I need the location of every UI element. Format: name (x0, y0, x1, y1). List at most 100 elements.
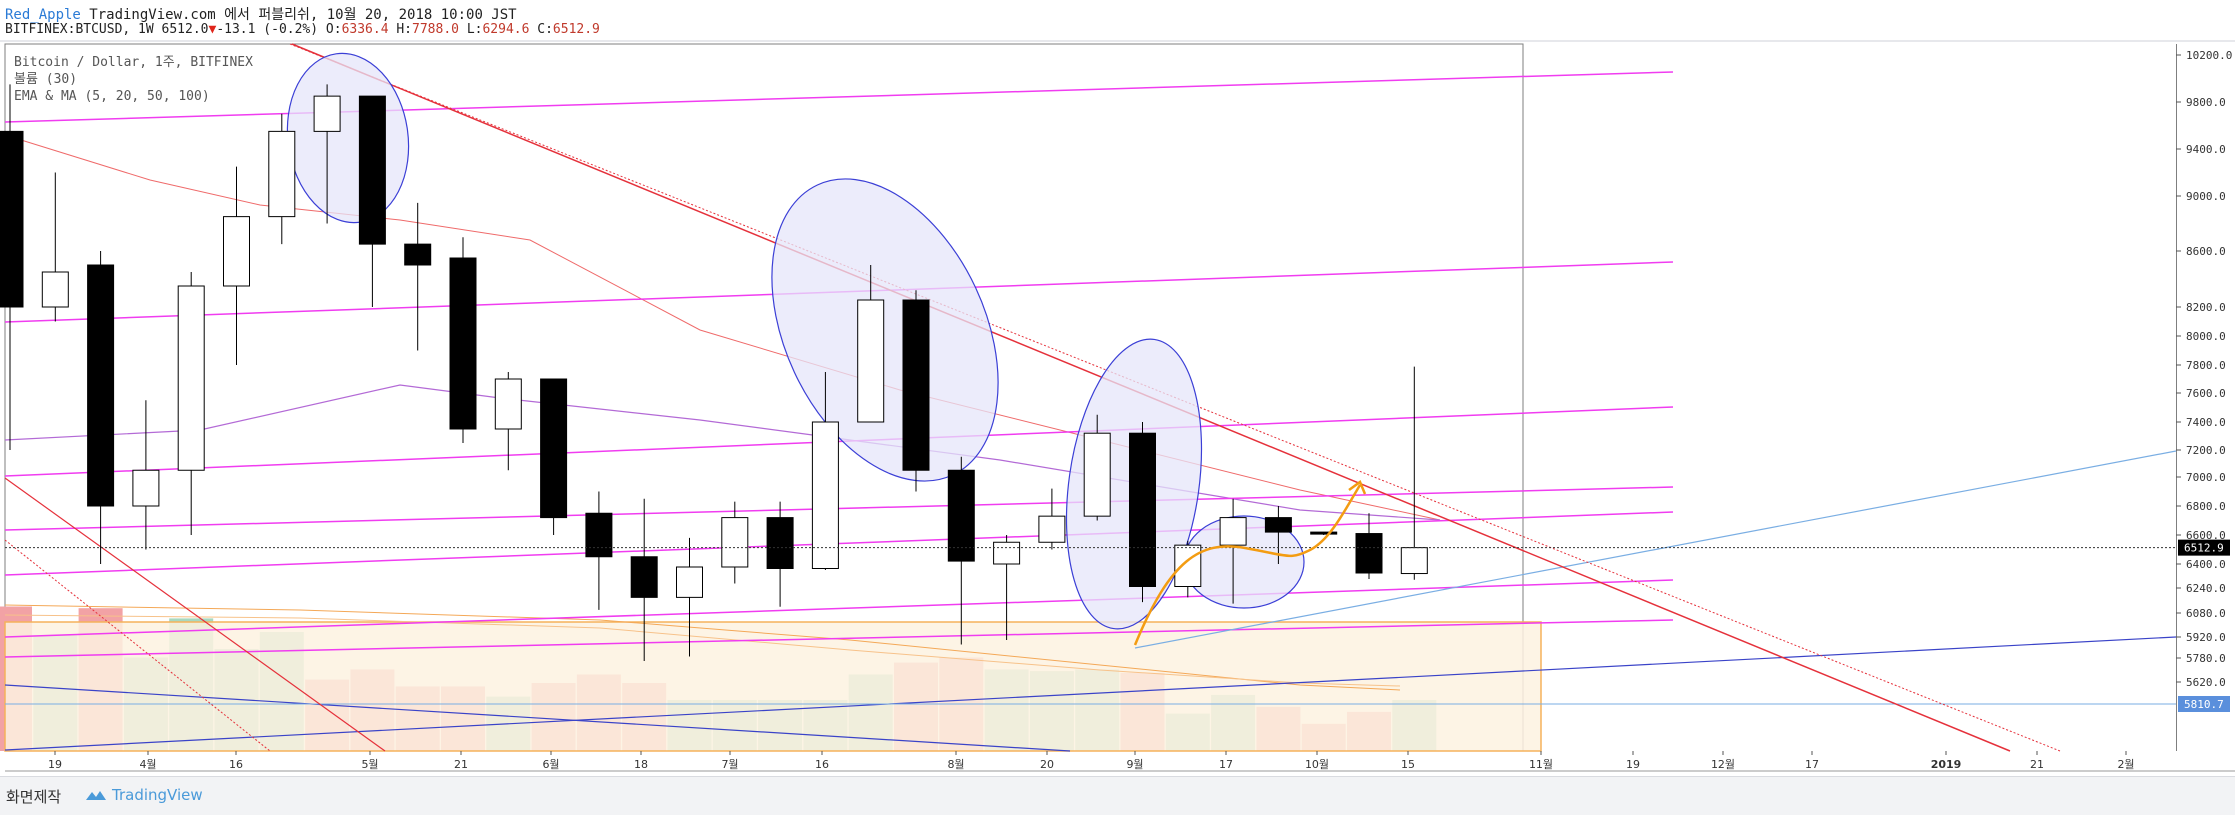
candle-body (857, 299, 885, 423)
x-tick-label: 7월 (721, 758, 738, 771)
legend-symbol: Bitcoin / Dollar, 1주, BITFINEX (14, 55, 253, 70)
symbol-header: BITFINEX:BTCUSD, 1W 6512.0▼-13.1 (-0.2%)… (5, 22, 600, 37)
candle (87, 251, 115, 564)
x-tick-label: 21 (454, 758, 468, 771)
candle-body (0, 130, 24, 308)
candle (721, 501, 749, 584)
candle (1174, 540, 1202, 598)
y-tick-label: 8000.0 (2186, 330, 2226, 343)
x-tick-label: 17 (1805, 758, 1819, 771)
x-tick-label: 20 (1040, 758, 1054, 771)
low-value: 6294.6 (482, 22, 530, 37)
x-tick-label: 16 (229, 758, 243, 771)
footer-bar: 화면제작 TradingView (0, 776, 2235, 815)
y-tick-label: 7600.0 (2186, 387, 2226, 400)
y-tick-label: 7400.0 (2186, 416, 2226, 429)
chart-legend: Bitcoin / Dollar, 1주, BITFINEX 볼륨 (30) E… (14, 54, 253, 105)
candle (857, 265, 885, 423)
candle-body (449, 257, 477, 430)
x-tick-label: 19 (1626, 758, 1640, 771)
candle (1083, 414, 1111, 521)
last-price-tag (2178, 539, 2230, 556)
x-tick-label: 21 (2030, 758, 2044, 771)
y-tick-label: 8200.0 (2186, 301, 2226, 314)
candle-body (313, 95, 341, 132)
y-tick-label: 6600.0 (2186, 529, 2226, 542)
x-tick-label: 2019 (1931, 758, 1962, 771)
highlight-rectangle (4, 621, 1542, 752)
candle-body (1310, 531, 1338, 535)
y-tick-label: 6800.0 (2186, 500, 2226, 513)
x-tick-label: 8월 (947, 758, 964, 771)
y-tick-label: 7800.0 (2186, 359, 2226, 372)
magenta-trendline (4, 579, 1674, 638)
drawings-front (5, 480, 2176, 646)
blue-trendline-2 (4, 684, 1071, 752)
blue-trendline (4, 636, 2177, 751)
x-tick-label: 12월 (1711, 758, 1735, 771)
candle-body (358, 95, 386, 245)
candle (449, 237, 477, 443)
candle (540, 378, 568, 535)
candle-body (1083, 432, 1111, 517)
candles (0, 84, 1428, 661)
candle-body (947, 469, 975, 562)
candle-body (1038, 515, 1066, 543)
y-tick-label: 9400.0 (2186, 143, 2226, 156)
candle-body (540, 378, 568, 519)
legend-volume: 볼륨 (30) (14, 72, 78, 87)
symbol-text: BITFINEX:BTCUSD, 1W 6512.0 (5, 22, 209, 37)
candle (313, 84, 341, 224)
red-trendline-left (4, 477, 386, 752)
open-label: O: (325, 22, 342, 37)
candle (811, 372, 839, 570)
close-label: C: (537, 22, 553, 37)
candle-body (494, 378, 522, 430)
candle-body (1129, 432, 1156, 588)
candle (41, 172, 69, 322)
price-axis: 10200.0 9800.0 9400.0 9000.0 8600.0 8200.0 800… (2176, 49, 2232, 712)
candle (1310, 531, 1338, 535)
candle (404, 202, 432, 351)
x-tick-label: 17 (1219, 758, 1233, 771)
y-tick-label: 7200.0 (2186, 444, 2226, 457)
magenta-trendline (4, 511, 1674, 576)
candle-body (177, 285, 205, 471)
x-tick-label: 15 (1401, 758, 1415, 771)
candle-body (404, 243, 432, 266)
close-value: 6512.9 (552, 22, 600, 37)
x-tick-label: 9월 (1126, 758, 1143, 771)
candle (177, 272, 205, 535)
candle (0, 84, 24, 450)
candle (1129, 422, 1156, 603)
candle (676, 537, 703, 657)
candle-body (993, 541, 1021, 565)
candle (630, 498, 658, 661)
tradingview-link[interactable]: TradingView (112, 786, 203, 804)
candle-body (766, 517, 794, 569)
high-label: H: (396, 22, 413, 37)
time-axis: 19 4월 16 5월 21 6월 18 7월 16 8월 20 9월 17 10월 15 11월 19 12월 1… (48, 751, 2135, 771)
candle-body (1219, 517, 1247, 546)
x-tick-label: 2월 (2117, 758, 2134, 771)
price-chart[interactable]: 10200.0 9800.0 9400.0 9000.0 8600.0 8200.0 800… (0, 0, 2235, 776)
candle (766, 501, 794, 607)
y-tick-label: 9000.0 (2186, 190, 2226, 203)
candle-body (223, 216, 250, 287)
author-link[interactable]: Red_Apple (5, 7, 81, 23)
candle (223, 166, 250, 365)
x-tick-label: 19 (48, 758, 62, 771)
hline-price-label: 5810.7 (2184, 698, 2224, 711)
candle-body (585, 512, 613, 558)
legend-ma: EMA & MA (5, 20, 50, 100) (14, 89, 210, 104)
candle (947, 456, 975, 645)
y-tick-label: 10200.0 (2186, 49, 2232, 62)
made-with-label: 화면제작 (6, 788, 62, 806)
candle (1219, 498, 1247, 604)
y-tick-label: 5780.0 (2186, 652, 2226, 665)
y-tick-label: 6240.0 (2186, 582, 2226, 595)
magenta-trendline (4, 486, 1674, 531)
magenta-trendline (4, 619, 1674, 658)
y-tick-label: 9800.0 (2186, 96, 2226, 109)
drawings-back (4, 43, 2177, 752)
